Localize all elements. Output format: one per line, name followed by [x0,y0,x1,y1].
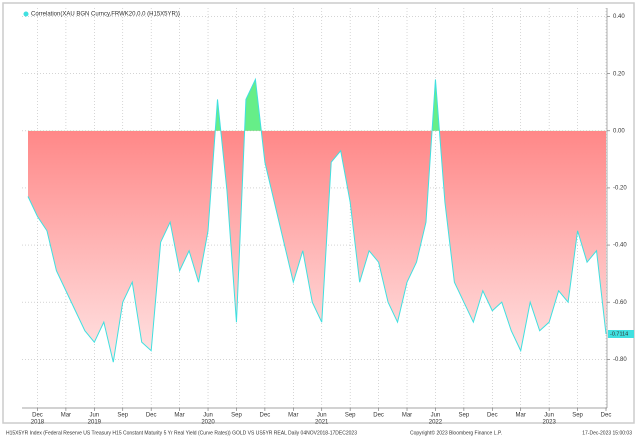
footer-left: H15X5YR Index (Federal Reserve US Treasu… [6,430,357,436]
y-tick-label: -0.60 [613,300,627,306]
frame [2,2,635,424]
x-tick-label: Mar [174,413,184,419]
x-tick-label: Jun [203,413,213,419]
area-negative [28,130,606,363]
x-tick-label: Sep [117,413,128,419]
footer-right: 17-Dec-2023 15:00:03 [582,430,632,436]
y-tick-label: -0.20 [613,186,627,192]
x-tick-label: Jun [89,413,99,419]
last-value-label: -0.7114 [610,331,628,337]
year-label: 2022 [429,420,443,426]
y-tick-label: 0.20 [613,71,625,77]
year-label: 2021 [315,420,329,426]
x-tick-label: Sep [459,413,470,419]
x-tick-label: Dec [260,413,271,419]
x-tick-label: Jun [317,413,327,419]
x-tick-label: Mar [402,413,412,419]
x-tick-label: Dec [373,413,384,419]
footer-mid: Copyright© 2023 Bloomberg Finance L.P. [410,429,502,436]
x-tick-label: Sep [231,413,242,419]
series-line [27,77,607,363]
x-tick-label: Sep [572,413,583,419]
x-tick-label: Jun [544,413,554,419]
x-tick-label: Dec [146,413,157,419]
x-tick-label: Mar [61,413,71,419]
y-tick-label: 0.40 [613,14,625,20]
y-tick-label: 0.00 [613,128,625,134]
year-label: 2020 [201,420,215,426]
last-value-badge [608,329,634,338]
legend-label: Correlation(XAU BGN Curncy,FRWK20,0,0 (H… [31,12,180,18]
plot-area [22,8,607,408]
x-tick-label: Dec [601,413,612,419]
year-label: 2019 [88,420,102,426]
legend-marker [23,11,29,17]
y-tick-label: -0.80 [613,357,627,363]
x-tick-label: Mar [516,413,526,419]
x-tick-label: Dec [487,413,498,419]
x-tick-label: Sep [345,413,356,419]
x-tick-label: Dec [32,413,43,419]
year-label: 2023 [542,420,556,426]
year-label: 2018 [31,420,45,426]
x-tick-label: Jun [431,413,441,419]
x-tick-label: Mar [288,413,298,419]
y-tick-label: -0.40 [613,243,627,249]
